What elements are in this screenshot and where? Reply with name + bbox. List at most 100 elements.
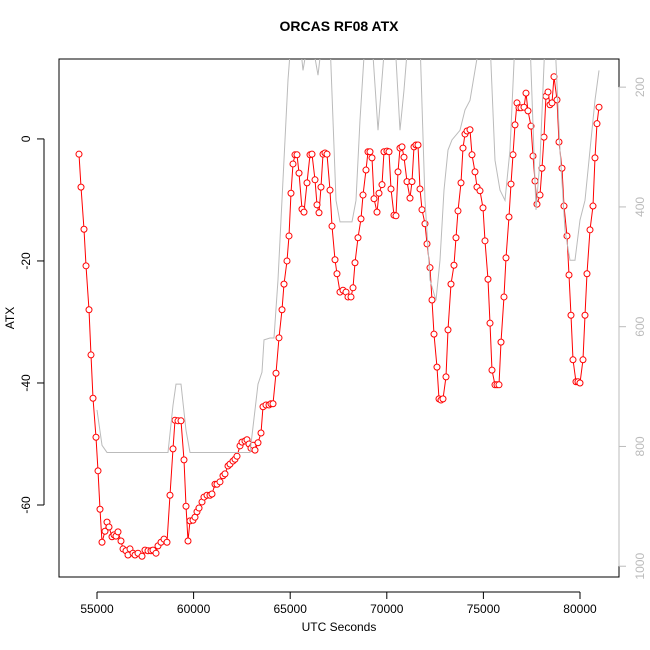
point bbox=[85, 306, 93, 314]
point bbox=[326, 186, 334, 194]
point bbox=[591, 154, 599, 162]
point bbox=[507, 180, 515, 188]
y-tick-label: -20 bbox=[19, 252, 33, 270]
point bbox=[289, 160, 297, 168]
point bbox=[558, 164, 566, 172]
point bbox=[287, 189, 295, 197]
point bbox=[77, 183, 85, 191]
point bbox=[442, 373, 450, 381]
point bbox=[400, 153, 408, 161]
point bbox=[536, 191, 544, 199]
point bbox=[233, 452, 241, 460]
point bbox=[293, 151, 301, 159]
point bbox=[452, 234, 460, 242]
point bbox=[544, 88, 552, 96]
point bbox=[75, 150, 83, 158]
point bbox=[439, 395, 447, 403]
x-axis-label: UTC Seconds bbox=[302, 620, 377, 634]
point bbox=[300, 208, 308, 216]
point bbox=[586, 226, 594, 234]
point bbox=[351, 259, 359, 267]
y-tick-label: 0 bbox=[19, 135, 33, 142]
point bbox=[488, 366, 496, 374]
point bbox=[581, 311, 589, 319]
point bbox=[378, 181, 386, 189]
point bbox=[509, 151, 517, 159]
point bbox=[457, 179, 465, 187]
point bbox=[563, 232, 571, 240]
point bbox=[195, 504, 203, 512]
point bbox=[595, 103, 603, 111]
point bbox=[359, 191, 367, 199]
point bbox=[333, 270, 341, 278]
point bbox=[466, 126, 474, 134]
point bbox=[428, 296, 436, 304]
point bbox=[311, 176, 319, 184]
point bbox=[177, 417, 185, 425]
point bbox=[254, 439, 262, 447]
point bbox=[476, 187, 484, 195]
point bbox=[375, 189, 383, 197]
point bbox=[328, 222, 336, 230]
point bbox=[468, 151, 476, 159]
point bbox=[505, 213, 513, 221]
y2-tick-label: 200 bbox=[633, 77, 647, 97]
point bbox=[565, 271, 573, 279]
point bbox=[430, 330, 438, 338]
point bbox=[87, 351, 95, 359]
point bbox=[257, 429, 265, 437]
point bbox=[373, 208, 381, 216]
point bbox=[502, 254, 510, 262]
point bbox=[567, 311, 575, 319]
point bbox=[385, 148, 393, 156]
point bbox=[275, 334, 283, 342]
point bbox=[208, 490, 216, 498]
point bbox=[583, 270, 591, 278]
point bbox=[82, 262, 90, 270]
point bbox=[486, 319, 494, 327]
point bbox=[423, 240, 431, 248]
point bbox=[354, 234, 362, 242]
point bbox=[444, 326, 452, 334]
point bbox=[349, 284, 357, 292]
y2-tick-label: 800 bbox=[633, 436, 647, 456]
point bbox=[447, 280, 455, 288]
point bbox=[500, 293, 508, 301]
point bbox=[313, 201, 321, 209]
y-tick-label: -60 bbox=[19, 496, 33, 514]
point bbox=[303, 179, 311, 187]
point bbox=[392, 212, 400, 220]
point bbox=[471, 168, 479, 176]
point bbox=[272, 369, 280, 377]
point bbox=[152, 549, 160, 557]
point bbox=[216, 478, 224, 486]
point bbox=[555, 138, 563, 146]
point bbox=[180, 456, 188, 464]
point bbox=[315, 209, 323, 217]
point bbox=[101, 527, 109, 535]
point bbox=[450, 261, 458, 269]
point bbox=[408, 178, 416, 186]
point bbox=[251, 446, 259, 454]
point bbox=[366, 148, 374, 156]
point bbox=[416, 185, 424, 193]
point bbox=[479, 204, 487, 212]
point bbox=[398, 143, 406, 151]
point bbox=[576, 379, 584, 387]
point bbox=[283, 257, 291, 265]
point bbox=[589, 202, 597, 210]
point bbox=[308, 150, 316, 158]
point bbox=[117, 537, 125, 545]
point bbox=[94, 467, 102, 475]
point bbox=[96, 505, 104, 513]
x-tick-label: 65000 bbox=[274, 602, 308, 616]
point bbox=[454, 207, 462, 215]
point bbox=[569, 356, 577, 364]
point bbox=[459, 144, 467, 152]
point bbox=[184, 537, 192, 545]
point bbox=[426, 264, 434, 272]
point bbox=[280, 280, 288, 288]
point bbox=[579, 356, 587, 364]
